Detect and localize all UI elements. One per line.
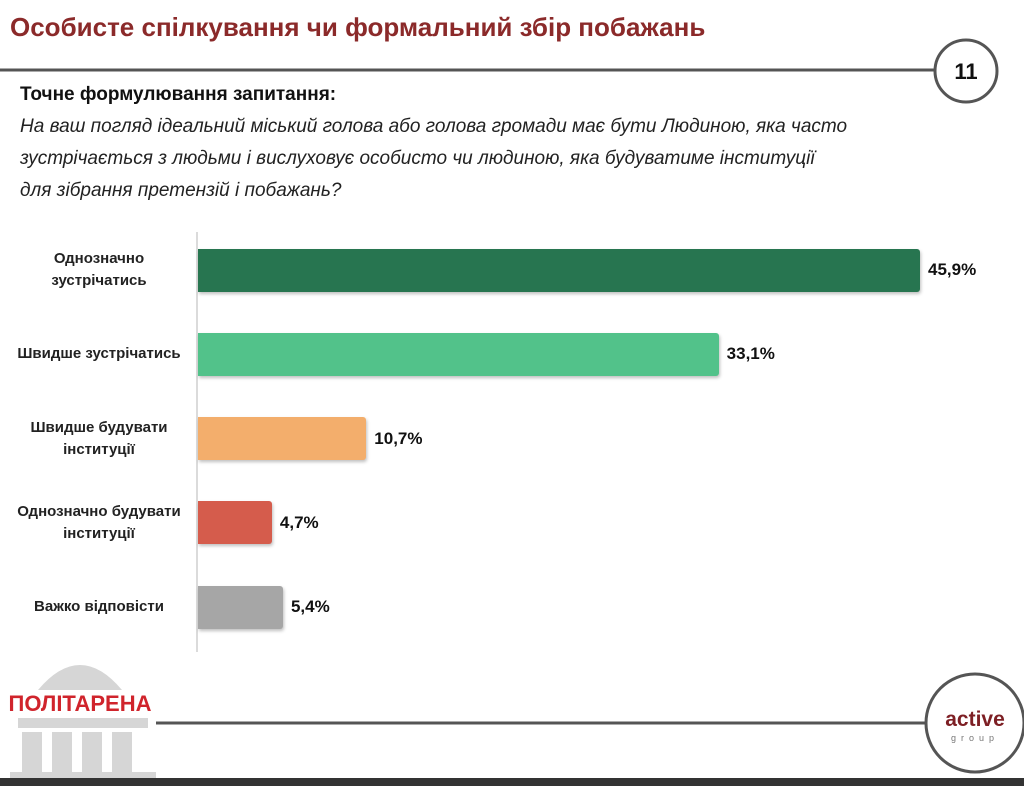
category-label: Важко відповісти [34, 598, 164, 616]
bar [198, 585, 283, 629]
question-text: зустрічається з людьми і вислуховує особ… [20, 148, 815, 169]
slide-title: Особисте спілкування чи формальний збір … [10, 12, 706, 42]
category-label: Однозначно будувати інституції [17, 502, 181, 542]
bar [198, 332, 719, 376]
value-label: 10,7% [374, 428, 423, 448]
bar [198, 248, 920, 292]
value-label: 4,7% [279, 512, 319, 532]
page-number: 11 [954, 59, 977, 84]
logo-text: ПОЛІТАРЕНА [9, 691, 152, 716]
logo-subtext: group [951, 733, 999, 743]
bar [198, 417, 367, 461]
value-label: 45,9% [928, 260, 977, 279]
question-text: На ваш погляд ідеальний міський голова а… [20, 116, 848, 137]
value-label: 33,1% [726, 344, 775, 364]
bar [198, 501, 272, 545]
category-label: Однозначно зустрічатись [51, 250, 147, 289]
question-text: для зібрання претензій і побажань? [20, 180, 342, 201]
logo-text: active [945, 708, 1005, 731]
category-label: Швидше зустрічатись [17, 345, 181, 363]
question-label: Точне формулювання запитання: [20, 84, 337, 105]
building-icon [10, 665, 156, 778]
category-label: Швидше будувати інституції [30, 418, 168, 458]
value-label: 5,4% [290, 597, 330, 617]
